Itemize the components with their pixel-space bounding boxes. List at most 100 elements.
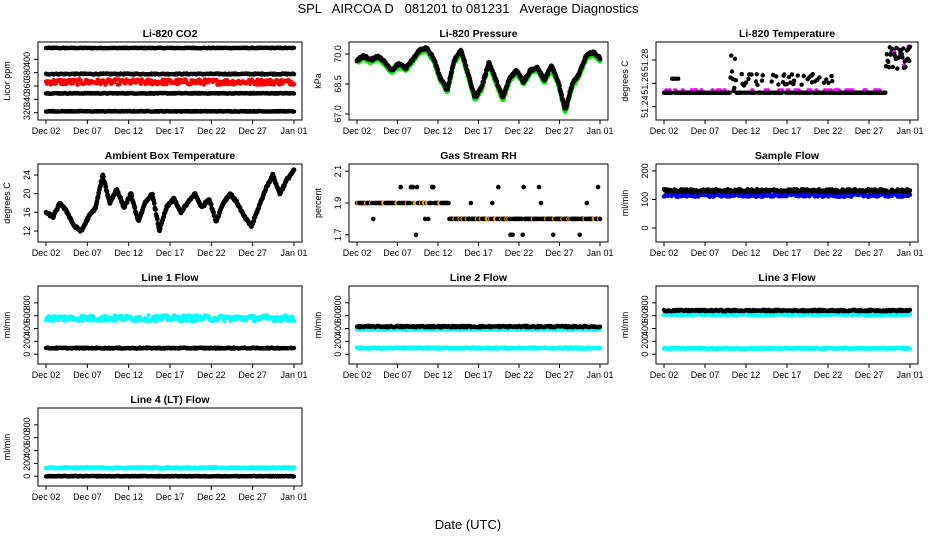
data-point (907, 188, 913, 193)
data-point (886, 59, 891, 65)
data-point (489, 200, 495, 206)
y-tick-label: 24 (22, 170, 32, 180)
data-point (191, 313, 196, 318)
data-point (471, 89, 476, 95)
data-point (597, 56, 603, 62)
chart-title: Li-820 Temperature (739, 28, 835, 40)
x-tick-label: Jan 01 (896, 126, 923, 136)
x-tick-label: Dec 12 (424, 248, 453, 258)
x-tick-label: Dec 07 (383, 248, 412, 258)
x-tick-label: Jan 01 (280, 248, 307, 258)
data-point (291, 318, 297, 324)
y-axis-label: Licor ppm (2, 61, 12, 101)
x-tick-label: Dec 22 (814, 126, 843, 136)
data-point (817, 75, 822, 80)
data-point (769, 79, 774, 84)
x-tick-label: Dec 22 (197, 248, 226, 258)
data-point (749, 72, 754, 77)
plot-frame (655, 41, 919, 121)
data-point (557, 83, 562, 89)
y-axis-label: ml/min (620, 190, 630, 217)
x-tick-label: Jan 01 (586, 126, 613, 136)
data-point (907, 58, 912, 64)
data-point (103, 184, 109, 190)
x-tick-label: Dec 27 (855, 248, 884, 258)
data-point (896, 55, 901, 60)
y-tick-label: 12 (22, 226, 32, 236)
y-axis-label: ml/min (2, 312, 12, 339)
y-tick-label: 1.7 (333, 229, 343, 242)
data-point (481, 79, 486, 85)
data-point (824, 77, 829, 82)
x-tick-label: Dec 27 (545, 126, 574, 136)
data-point (510, 232, 515, 238)
chart-title: Gas Stream RH (440, 150, 516, 162)
y-tick-label: 0 (640, 225, 650, 230)
data-point (727, 90, 732, 95)
chart-title: Ambient Box Temperature (105, 150, 236, 162)
data-point (446, 80, 452, 85)
x-tick-label: Dec 27 (855, 126, 884, 136)
y-tick-label: 70.0 (333, 45, 343, 63)
data-point (410, 184, 416, 190)
data-point (795, 73, 800, 78)
data-point (425, 216, 431, 222)
data-point (821, 80, 827, 85)
data-point (463, 63, 469, 69)
x-tick-label: Dec 12 (732, 126, 761, 136)
y-axis-label: degrees C (2, 182, 12, 224)
data-point (890, 64, 895, 70)
data-point (733, 78, 738, 83)
x-tick-label: Dec 22 (197, 126, 226, 136)
data-point (291, 167, 297, 173)
data-point (729, 69, 735, 74)
data-point (597, 324, 603, 329)
data-point (744, 80, 749, 85)
data-point (291, 345, 297, 351)
y-tick-label: 51.26 (640, 72, 650, 95)
data-point (907, 44, 913, 49)
x-tick-label: Dec 17 (464, 126, 493, 136)
data-point (810, 72, 815, 77)
x-tick-label: Dec 22 (197, 370, 226, 380)
x-tick-label: Dec 27 (238, 126, 267, 136)
data-point (103, 313, 108, 319)
data-point (676, 76, 681, 81)
data-points (354, 45, 603, 115)
data-point (208, 202, 214, 207)
x-tick-label: Dec 12 (114, 370, 143, 380)
x-tick-label: Dec 07 (73, 248, 102, 258)
y-tick-label: 67.0 (333, 105, 343, 123)
x-tick-label: Dec 17 (156, 126, 185, 136)
y-tick-label: 20 (22, 189, 32, 199)
y-tick-label: 360 (22, 78, 32, 93)
y-tick-label: 400 (22, 321, 32, 336)
data-point (46, 313, 52, 319)
y-axis-label: ml/min (313, 312, 323, 339)
data-point (479, 83, 485, 88)
data-point (895, 66, 900, 71)
x-tick-label: Jan 01 (586, 248, 613, 258)
data-point (494, 79, 500, 84)
data-point (201, 82, 207, 87)
data-point (496, 184, 501, 190)
data-point (157, 226, 163, 232)
x-tick-label: Dec 12 (114, 248, 143, 258)
data-point (101, 174, 106, 180)
x-tick-label: Dec 02 (32, 126, 61, 136)
data-point (255, 77, 260, 83)
data-point (398, 184, 404, 190)
chart-title: Sample Flow (755, 150, 820, 162)
data-points (43, 167, 297, 234)
x-tick-label: Dec 07 (383, 126, 412, 136)
data-point (791, 81, 796, 87)
data-point (900, 55, 905, 60)
x-tick-label: Jan 01 (896, 248, 923, 258)
x-tick-label: Dec 22 (505, 248, 534, 258)
y-tick-label: 51.24 (640, 95, 650, 118)
data-point (550, 232, 556, 238)
data-points (661, 187, 913, 200)
